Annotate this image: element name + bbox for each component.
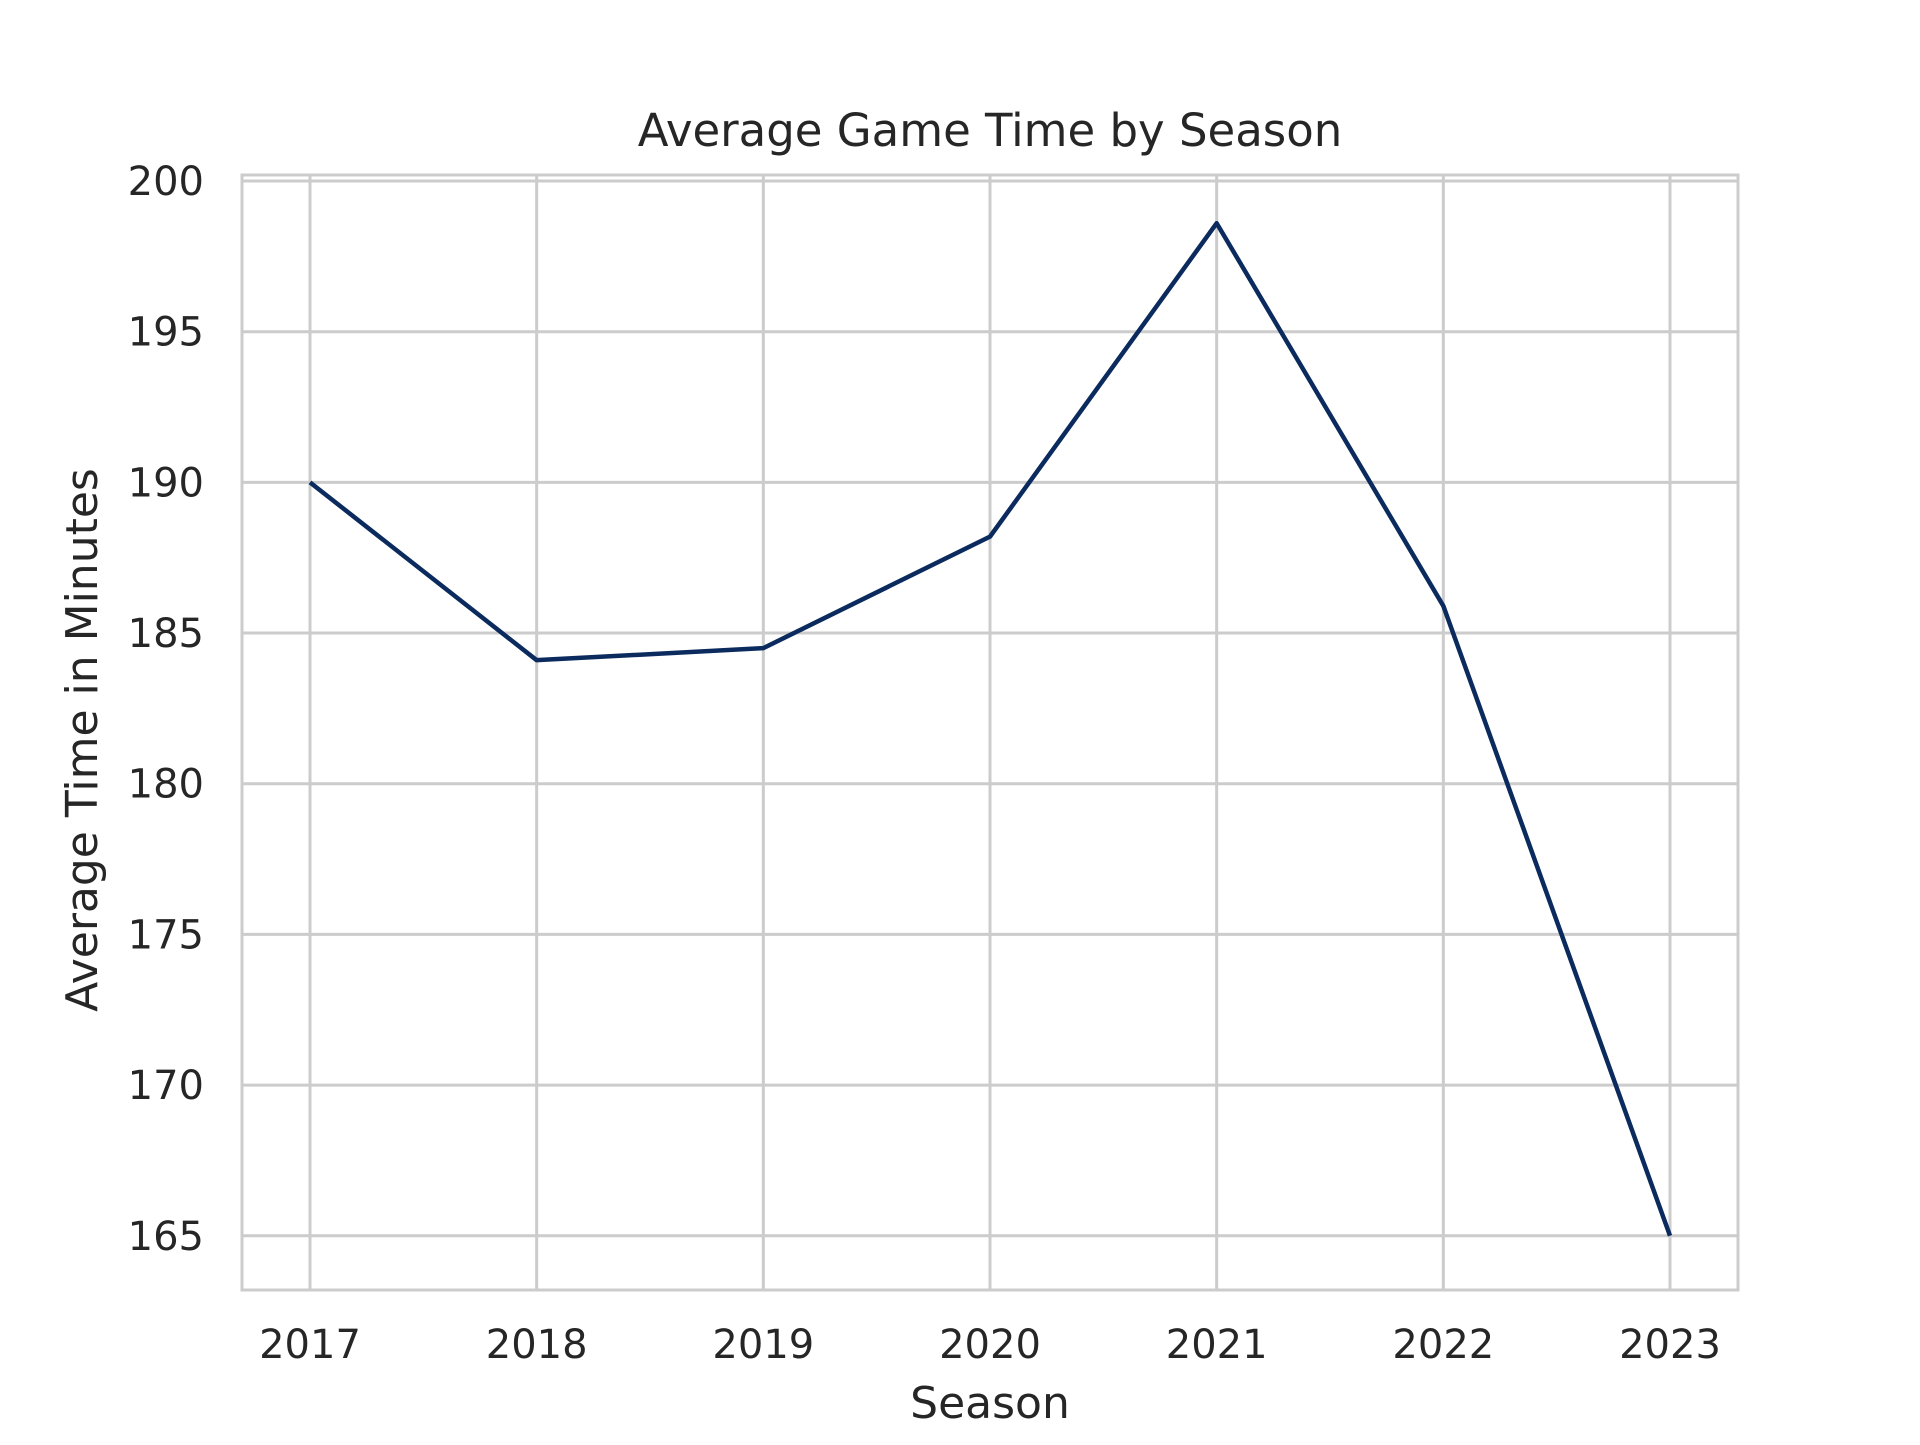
y-tick-label: 190: [128, 460, 204, 506]
grid-layer: [242, 175, 1738, 1290]
y-tick-label: 200: [128, 159, 204, 205]
x-tick-label: 2020: [939, 1322, 1041, 1368]
x-tick-label: 2023: [1619, 1322, 1721, 1368]
x-tick-label: 2017: [259, 1322, 361, 1368]
series-line: [308, 220, 1673, 1237]
y-tick-label: 170: [128, 1063, 204, 1109]
tick-layer: 165 170 175 180 185 190 195 200 2017 2018 2019 2020…: [128, 159, 1721, 1368]
x-tick-label: 2018: [486, 1322, 588, 1368]
y-tick-label: 185: [128, 611, 204, 657]
frame-layer: [240, 173, 1740, 1292]
y-tick-label: 175: [128, 912, 204, 958]
x-tick-label: 2022: [1392, 1322, 1494, 1368]
x-tick-label: 2019: [712, 1322, 814, 1368]
y-axis-label: Average Time in Minutes: [57, 468, 108, 1012]
chart-title: Average Game Time by Season: [638, 104, 1343, 157]
series-layer: [308, 220, 1673, 1237]
y-tick-label: 180: [128, 762, 204, 808]
y-tick-label: 165: [128, 1214, 204, 1260]
plot-frame: [240, 173, 1740, 1292]
y-tick-label: 195: [128, 310, 204, 356]
x-tick-label: 2021: [1166, 1322, 1268, 1368]
x-axis-label: Season: [910, 1378, 1070, 1429]
